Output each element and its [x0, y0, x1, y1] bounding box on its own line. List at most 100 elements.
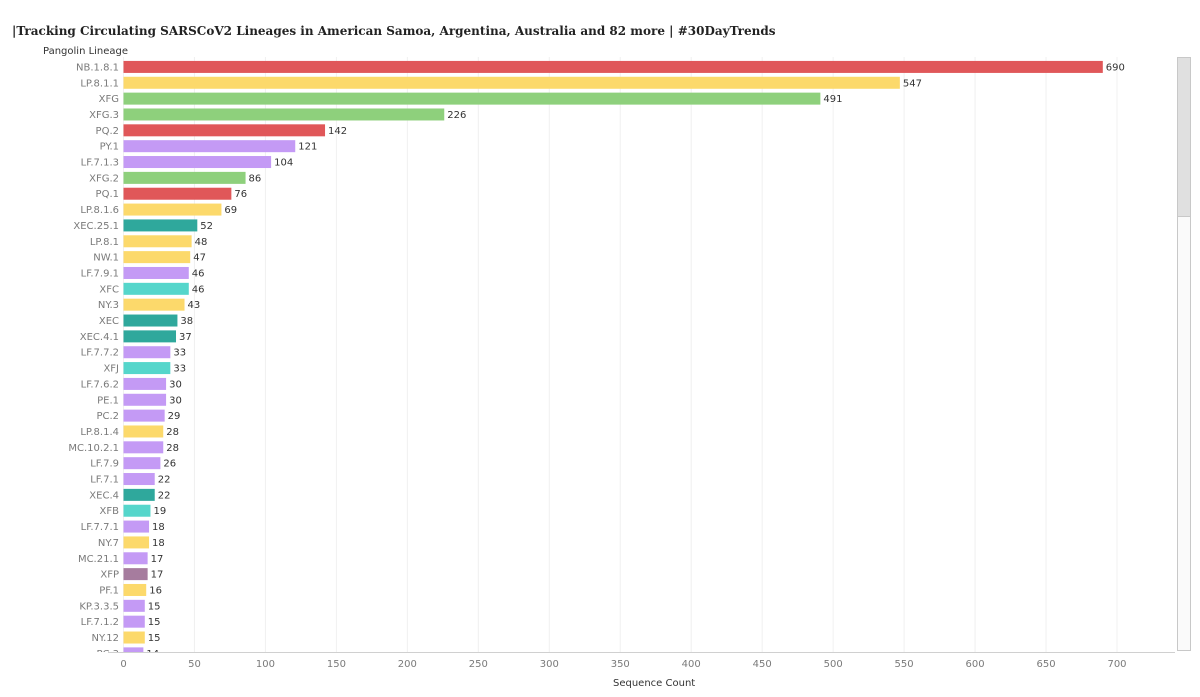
bar-chart: NB.1.8.1 690 LP.8.1.1 547 XFG 491 XFG.3 226 PQ.2… — [68, 57, 1125, 652]
bar — [123, 235, 192, 248]
value-label: 48 — [195, 237, 208, 248]
category-label: PQ.2 — [96, 126, 119, 137]
value-label: 22 — [158, 490, 171, 501]
value-label: 26 — [163, 459, 176, 470]
bar — [123, 124, 326, 137]
category-label: MC.10.2.1 — [68, 443, 119, 454]
bar — [123, 457, 161, 470]
bar — [123, 108, 445, 121]
category-label: XEC.4.1 — [80, 332, 119, 343]
category-label: LF.7.7.1 — [81, 522, 119, 533]
bar — [123, 504, 151, 517]
x-tick-label: 650 — [1036, 659, 1055, 670]
category-label: NY.7 — [98, 538, 119, 549]
category-label: XEC — [99, 316, 119, 327]
value-label: 22 — [158, 475, 171, 486]
bar — [123, 631, 145, 644]
value-label: 28 — [166, 443, 179, 454]
value-label: 17 — [151, 570, 164, 581]
vertical-scrollbar[interactable] — [1177, 57, 1191, 651]
category-label: PC.3 — [96, 649, 119, 652]
value-label: 46 — [192, 268, 205, 279]
category-label: LF.7.9 — [90, 459, 119, 470]
bar — [123, 409, 165, 422]
bar — [123, 583, 147, 596]
bar — [123, 346, 171, 359]
bar — [123, 282, 189, 295]
value-label: 38 — [180, 316, 193, 327]
value-label: 18 — [152, 538, 165, 549]
category-label: LF.7.1 — [90, 475, 119, 486]
x-tick-label: 300 — [540, 659, 559, 670]
value-label: 47 — [193, 253, 206, 264]
bar — [123, 156, 272, 169]
category-label: NY.3 — [98, 300, 119, 311]
value-label: 121 — [298, 142, 317, 153]
bar — [123, 362, 171, 375]
y-axis-title: Pangolin Lineage — [43, 46, 129, 57]
value-label: 142 — [328, 126, 347, 137]
value-label: 69 — [224, 205, 237, 216]
bar — [123, 520, 150, 533]
value-label: 52 — [200, 221, 213, 232]
bar — [123, 425, 164, 438]
bar — [123, 488, 155, 501]
scrollbar-thumb[interactable] — [1178, 58, 1190, 217]
value-label: 43 — [188, 300, 201, 311]
value-label: 33 — [173, 364, 186, 375]
bar — [123, 441, 164, 454]
x-tick-label: 200 — [398, 659, 417, 670]
value-label: 28 — [166, 427, 179, 438]
x-tick-label: 50 — [188, 659, 201, 670]
category-label: KP.3.3.5 — [79, 601, 119, 612]
category-label: LF.7.7.2 — [81, 348, 119, 359]
category-label: NY.12 — [92, 633, 119, 644]
category-label: XEC.4 — [89, 490, 119, 501]
bar — [123, 615, 145, 628]
category-label: LP.8.1 — [90, 237, 119, 248]
value-label: 16 — [149, 585, 162, 596]
x-tick-label: 150 — [327, 659, 346, 670]
bar — [123, 266, 189, 279]
value-label: 15 — [148, 601, 161, 612]
value-label: 30 — [169, 395, 182, 406]
x-tick-label: 600 — [966, 659, 985, 670]
x-tick-label: 100 — [256, 659, 275, 670]
x-axis-title: Sequence Count — [613, 678, 696, 689]
category-label: LP.8.1.6 — [80, 205, 119, 216]
value-label: 46 — [192, 284, 205, 295]
value-label: 15 — [148, 633, 161, 644]
chart-title: |Tracking Circulating SARSCoV2 Lineages … — [12, 24, 776, 38]
category-label: LF.7.9.1 — [81, 268, 119, 279]
value-label: 17 — [151, 554, 164, 565]
x-tick-label: 500 — [824, 659, 843, 670]
category-label: PY.1 — [100, 142, 119, 153]
x-tick-label: 400 — [682, 659, 701, 670]
bar — [123, 536, 150, 549]
value-label: 226 — [447, 110, 466, 121]
x-tick-label: 350 — [611, 659, 630, 670]
category-label: XFC — [99, 284, 119, 295]
category-label: PF.1 — [99, 585, 119, 596]
category-label: XFG.3 — [89, 110, 119, 121]
bar — [123, 251, 191, 264]
bar — [123, 377, 167, 390]
x-tick-label: 700 — [1107, 659, 1126, 670]
bar — [123, 552, 148, 565]
category-label: XEC.25.1 — [73, 221, 119, 232]
bar — [123, 203, 222, 216]
value-label: 29 — [168, 411, 181, 422]
bar — [123, 393, 167, 406]
value-label: 19 — [153, 506, 166, 517]
category-label: LF.7.6.2 — [81, 379, 119, 390]
category-label: PQ.1 — [96, 189, 119, 200]
category-label: LF.7.1.2 — [81, 617, 119, 628]
category-label: LP.8.1.1 — [80, 78, 119, 89]
value-label: 104 — [274, 158, 293, 169]
value-label: 37 — [179, 332, 192, 343]
bar — [123, 92, 821, 105]
category-label: LP.8.1.4 — [80, 427, 119, 438]
category-label: PC.2 — [96, 411, 119, 422]
value-label: 15 — [148, 617, 161, 628]
bar — [123, 568, 148, 581]
